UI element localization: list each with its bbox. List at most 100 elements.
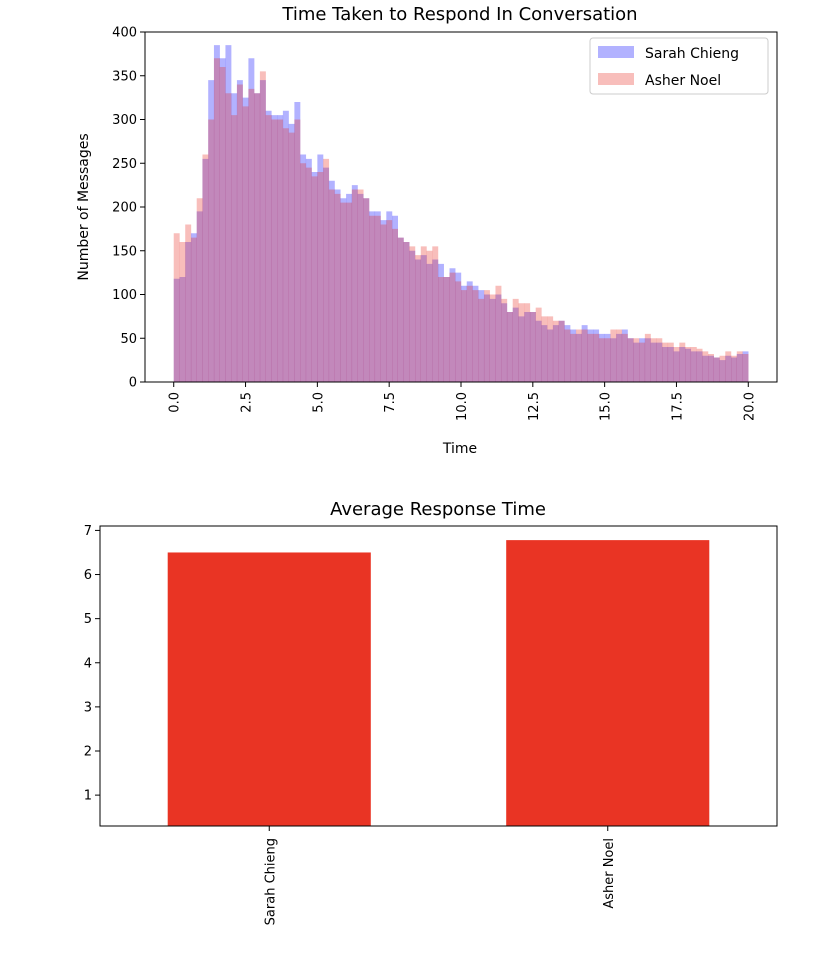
x-tick-label: 2.5 (240, 392, 255, 413)
histogram-bin (495, 285, 502, 382)
y-tick-label: 5 (84, 612, 92, 627)
histogram-bin (644, 333, 651, 382)
histogram-bin (621, 333, 628, 382)
histogram-bin (610, 329, 617, 382)
histogram-bin (426, 263, 433, 382)
histogram-bin (236, 80, 243, 382)
histogram-chart: Time Taken to Respond In Conversation 0 5… (76, 4, 778, 457)
histogram-bin (627, 338, 634, 382)
histogram-bin (311, 172, 318, 382)
histogram-bin (403, 242, 410, 382)
histogram-bin (570, 329, 577, 382)
histogram-bin (397, 237, 404, 382)
histogram-bin (190, 237, 197, 382)
bar-chart-bars (167, 540, 710, 826)
histogram-bin (409, 250, 416, 382)
histogram-bin (598, 333, 605, 382)
x-tick-label: 15.0 (599, 392, 614, 421)
x-tick-label: Asher Noel (602, 838, 617, 909)
histogram-bin (179, 277, 186, 382)
histogram-bin (558, 320, 565, 382)
legend-swatch-asher-noel (598, 73, 634, 85)
histogram-bin (219, 58, 226, 382)
histogram-bin (380, 220, 387, 382)
histogram-bin (432, 259, 439, 382)
histogram-bin (363, 198, 370, 382)
histogram-bin (328, 189, 335, 382)
histogram-bin (593, 333, 600, 382)
histogram-legend: Sarah Chieng Asher Noel (589, 37, 769, 95)
x-tick-label: 12.5 (527, 392, 542, 421)
histogram-bin (466, 281, 473, 382)
histogram-bin (420, 246, 427, 382)
histogram-bin (386, 220, 393, 382)
bar (167, 552, 371, 826)
histogram-bin (673, 351, 680, 382)
histogram-bin (449, 272, 456, 382)
histogram-bin (506, 312, 513, 382)
x-tick-label: 17.5 (670, 392, 685, 421)
histogram-x-ticks: 0.0 2.5 5.0 7.5 10.0 12.5 15.0 17.5 20.0 (168, 382, 757, 421)
histogram-bin (351, 189, 358, 382)
histogram-bin (679, 347, 686, 382)
y-tick-label: 1 (84, 789, 92, 804)
histogram-bin (656, 338, 663, 382)
histogram-bin (708, 354, 714, 382)
histogram-bin (208, 119, 215, 382)
histogram-bin (495, 294, 502, 382)
histogram-bin (524, 303, 531, 382)
histogram-bin (248, 88, 255, 382)
histogram-bin (489, 294, 496, 382)
histogram-bars (173, 45, 749, 382)
histogram-bin (438, 263, 444, 382)
histogram-bin (598, 338, 605, 382)
histogram-bin (185, 224, 192, 382)
histogram-bin (328, 180, 335, 382)
histogram-bin (731, 357, 737, 382)
histogram-bin (346, 202, 353, 382)
x-tick-label: 5.0 (311, 392, 326, 413)
histogram-bin (639, 342, 646, 382)
histogram-bin (524, 312, 531, 382)
histogram-bin (392, 228, 398, 382)
histogram-bin (650, 338, 657, 382)
y-tick-label: 400 (112, 26, 137, 41)
histogram-bin (213, 58, 220, 382)
histogram-bin (432, 246, 439, 382)
histogram-bin (650, 342, 657, 382)
y-tick-label: 0 (129, 376, 137, 391)
legend-swatch-sarah-chieng (598, 46, 634, 58)
y-tick-label: 4 (84, 656, 92, 671)
histogram-bin (231, 115, 238, 382)
histogram-bin (185, 242, 192, 382)
histogram-bin (742, 351, 749, 382)
bar-chart-title: Average Response Time (330, 499, 546, 520)
histogram-bin (190, 233, 197, 382)
histogram-bin (461, 285, 467, 382)
histogram-bin (616, 329, 623, 382)
histogram-bin (501, 298, 508, 382)
histogram-bin (627, 338, 634, 382)
histogram-bin (506, 312, 513, 382)
histogram-bin (265, 115, 272, 382)
histogram-bin (277, 119, 284, 382)
histogram-y-ticks: 0 50 100 150 200 250 300 350 400 (112, 26, 145, 391)
histogram-y-axis-label: Number of Messages (76, 133, 92, 280)
histogram-bin (662, 347, 669, 382)
histogram-bin (374, 211, 381, 382)
histogram-bin (259, 80, 266, 382)
histogram-bin (219, 67, 226, 382)
histogram-bin (208, 80, 215, 382)
histogram-bin (587, 329, 594, 382)
histogram-bin (639, 338, 646, 382)
histogram-bin (311, 176, 318, 382)
histogram-bin (662, 342, 669, 382)
histogram-bin (547, 316, 554, 382)
y-tick-label: 2 (84, 745, 92, 760)
histogram-bin (702, 355, 709, 382)
histogram-bin (248, 58, 255, 382)
legend-box (589, 37, 769, 95)
histogram-bin (317, 172, 324, 382)
histogram-bin (633, 342, 640, 382)
